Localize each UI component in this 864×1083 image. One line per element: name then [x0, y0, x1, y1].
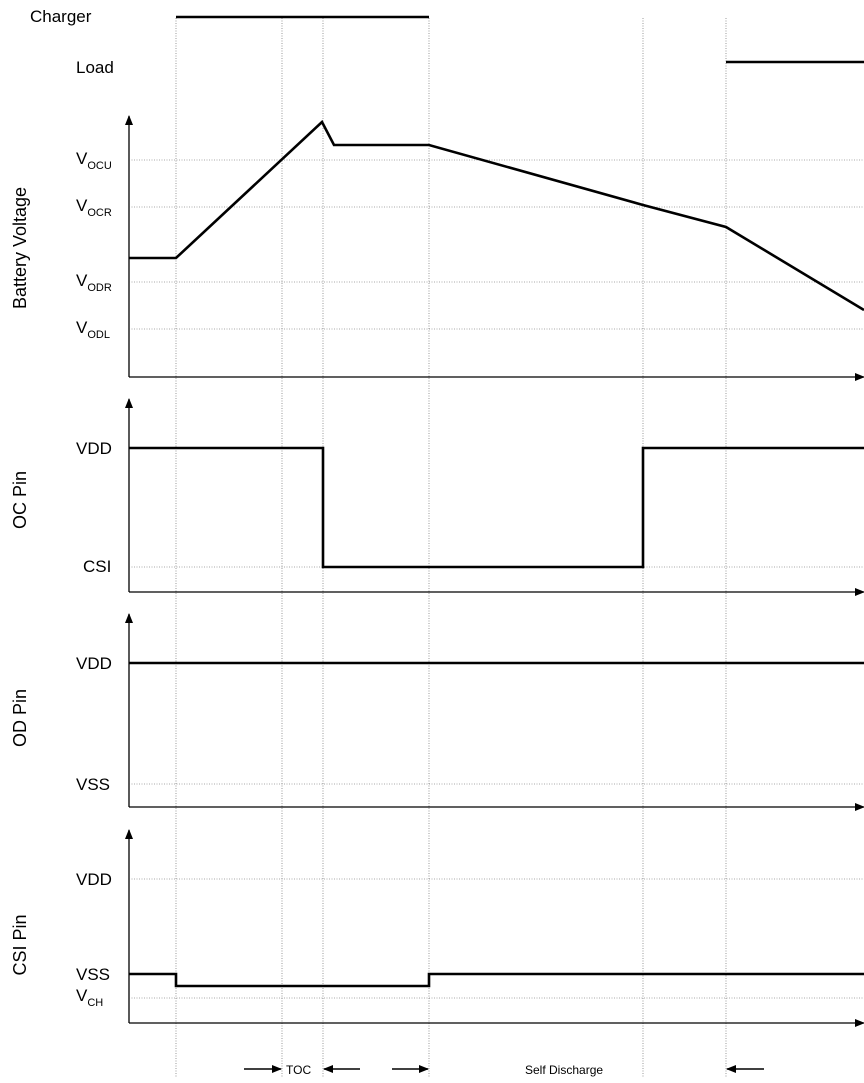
battery-voltage-ylabel: Battery Voltage: [10, 187, 30, 309]
oc-pin-panel: OC Pin VDD CSI: [10, 398, 864, 596]
vodr-label: VODR: [76, 271, 112, 294]
csi-vdd-label: VDD: [76, 870, 112, 889]
csi-pin-panel: CSI Pin VDD VSS VCH: [10, 829, 864, 1027]
battery-voltage-trace: [129, 119, 864, 312]
od-vss-label: VSS: [76, 775, 110, 794]
charger-label: Charger: [30, 7, 92, 26]
vocu-label: VOCU: [76, 149, 112, 172]
oc-vdd-label: VDD: [76, 439, 112, 458]
od-pin-ylabel: OD Pin: [10, 689, 30, 747]
od-pin-panel: OD Pin VDD VSS: [10, 613, 864, 811]
toc-label: TOC: [286, 1063, 311, 1077]
vocr-label: VOCR: [76, 196, 112, 219]
self-discharge-label: Self Discharge: [525, 1063, 603, 1077]
csi-pin-trace: [129, 972, 864, 988]
load-label: Load: [76, 58, 114, 77]
timing-annotations: TOC Self Discharge: [244, 1063, 764, 1077]
csi-vss-label: VSS: [76, 965, 110, 984]
time-markers: [175, 18, 727, 1077]
oc-pin-ylabel: OC Pin: [10, 471, 30, 529]
oc-csi-label: CSI: [83, 557, 111, 576]
vch-label: VCH: [76, 986, 103, 1009]
csi-pin-ylabel: CSI Pin: [10, 914, 30, 975]
battery-voltage-panel: Battery Voltage VOCU VOCR VODR VODL: [10, 115, 864, 381]
od-vdd-label: VDD: [76, 654, 112, 673]
vodl-label: VODL: [76, 318, 110, 341]
oc-pin-trace: [129, 446, 864, 569]
